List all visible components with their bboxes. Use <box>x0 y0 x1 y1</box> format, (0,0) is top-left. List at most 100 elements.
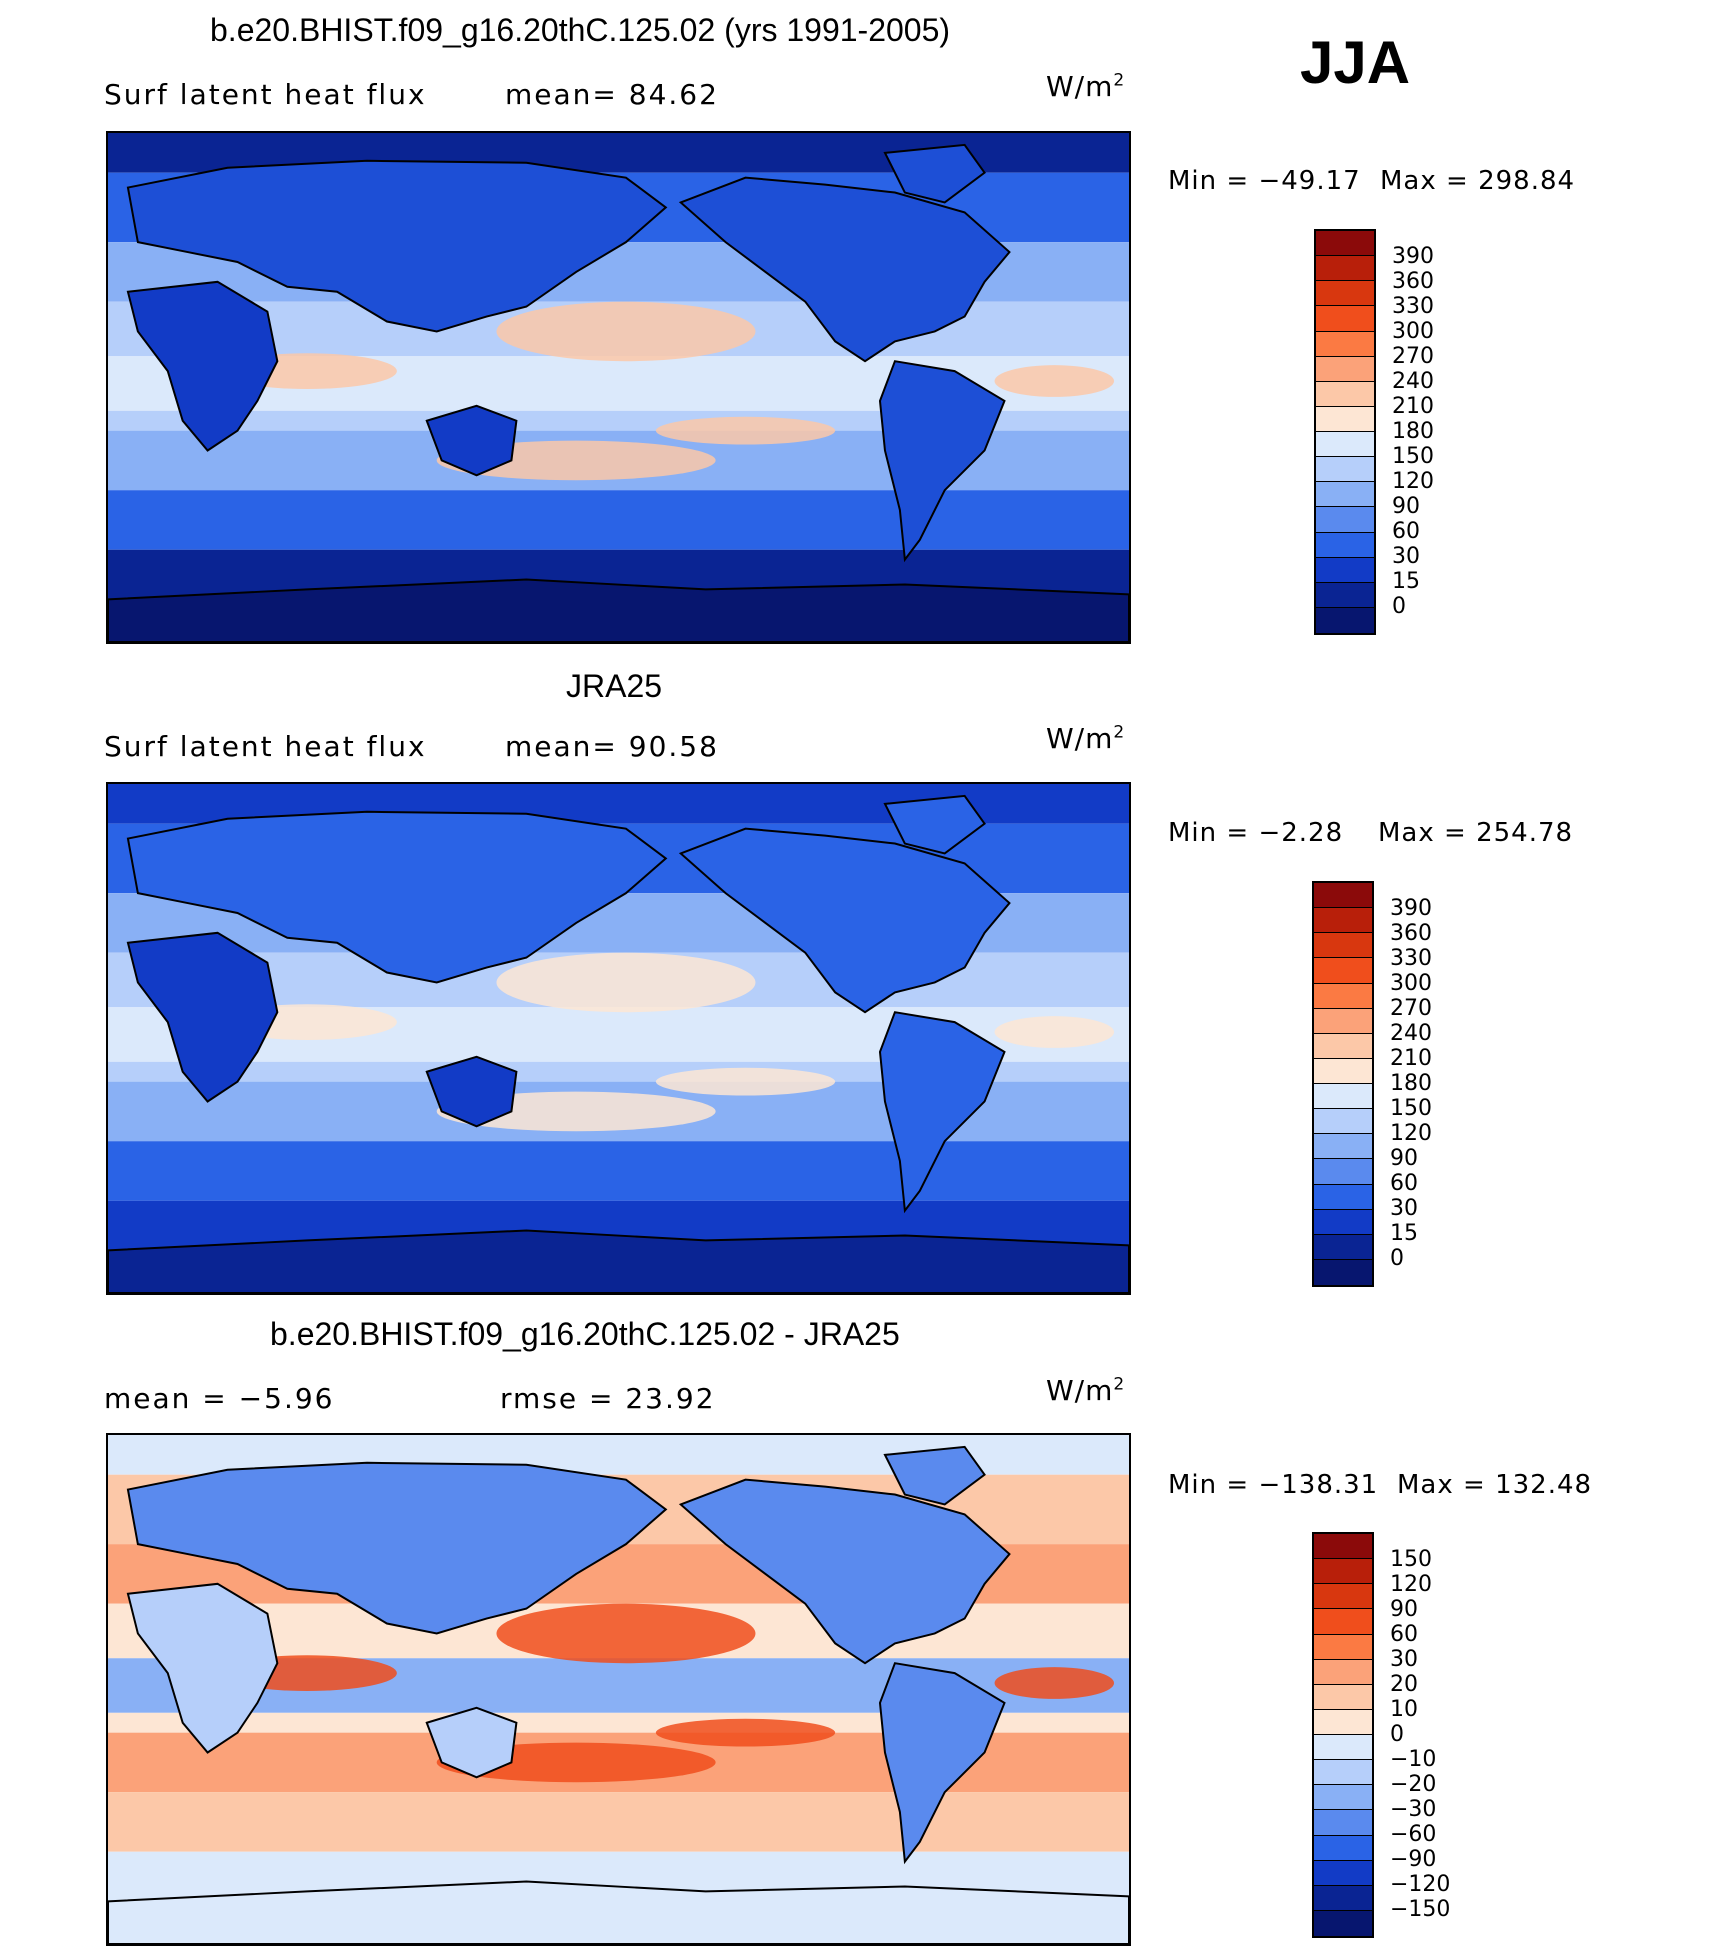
colorbar-swatch <box>1314 1860 1372 1886</box>
field-anomaly <box>496 301 756 362</box>
colorbar-tick-label: 330 <box>1392 294 1434 319</box>
panel-1-colorbar-labels: 390 360 330 300 270 240 210 180 150 120 90 60 30 15 0 <box>1392 244 1434 619</box>
field-anomaly <box>994 1667 1115 1699</box>
field-anomaly <box>994 365 1115 397</box>
colorbar-tick-label: −30 <box>1390 1797 1437 1822</box>
field-band <box>108 1061 1129 1082</box>
field-anomaly <box>994 1016 1115 1048</box>
colorbar-swatch <box>1314 1709 1372 1735</box>
colorbar-tick-label: 60 <box>1390 1622 1418 1647</box>
colorbar-tick-label: 90 <box>1392 494 1420 519</box>
continent-outline <box>126 1461 668 1635</box>
field-anomaly <box>655 416 836 445</box>
colorbar-swatch <box>1314 1008 1372 1034</box>
continent-outline <box>878 360 1006 563</box>
colorbar-tick-label: −20 <box>1390 1772 1437 1797</box>
colorbar-swatch <box>1316 406 1374 432</box>
panel-2-max: Max = 254.78 <box>1378 818 1574 848</box>
colorbar-tick-label: 180 <box>1390 1071 1432 1096</box>
colorbar-tick-label: 0 <box>1390 1246 1404 1271</box>
panel-3-mean: mean = −5.96 <box>104 1382 335 1415</box>
colorbar-swatch <box>1316 607 1374 633</box>
continent-outline <box>108 1880 1129 1944</box>
colorbar-tick-label: 390 <box>1392 244 1434 269</box>
continent-outline <box>678 1478 1011 1665</box>
continent-outline <box>678 827 1011 1014</box>
colorbar-swatch <box>1316 306 1374 332</box>
colorbar-swatch <box>1316 507 1374 533</box>
colorbar-tick-label: 240 <box>1392 369 1434 394</box>
field-band <box>108 490 1129 550</box>
continent-outline <box>425 404 518 477</box>
colorbar-swatch <box>1314 1534 1372 1560</box>
continent-outline <box>883 143 986 204</box>
colorbar-tick-label: 30 <box>1390 1196 1418 1221</box>
colorbar-swatch <box>1314 1810 1372 1836</box>
colorbar-swatch <box>1316 432 1374 458</box>
map-field <box>108 133 1129 642</box>
colorbar-swatch <box>1314 1735 1372 1761</box>
panel-1-map <box>106 131 1131 644</box>
colorbar-tick-label: 360 <box>1392 269 1434 294</box>
panel-1-units: W/m2 <box>1046 70 1126 103</box>
panel-3-min: Min = −138.31 <box>1168 1470 1379 1500</box>
continent-outline <box>126 280 279 452</box>
continent-outline <box>126 159 668 333</box>
colorbar-swatch <box>1314 1684 1372 1710</box>
continent-outline <box>126 931 279 1103</box>
colorbar-swatch <box>1314 1033 1372 1059</box>
colorbar-swatch <box>1314 1259 1372 1285</box>
panel-3-map <box>106 1433 1131 1946</box>
continent-outline <box>425 1055 518 1128</box>
colorbar-tick-label: 150 <box>1390 1096 1432 1121</box>
colorbar-tick-label: 20 <box>1390 1672 1418 1697</box>
colorbar-swatch <box>1316 281 1374 307</box>
panel-3-colorbar-labels: 150 120 90 60 30 20 10 0 −10 −20 −30 −60 −90 −120 −150 <box>1390 1547 1450 1922</box>
panel-1-max: Max = 298.84 <box>1380 166 1576 196</box>
panel-1-variable: Surf latent heat flux <box>104 78 427 111</box>
colorbar-tick-label: 300 <box>1392 319 1434 344</box>
panel-1-min: Min = −49.17 <box>1168 166 1361 196</box>
colorbar-tick-label: 120 <box>1392 469 1434 494</box>
colorbar-swatch <box>1314 1209 1372 1235</box>
colorbar-tick-label: 15 <box>1390 1221 1418 1246</box>
colorbar-swatch <box>1314 1159 1372 1185</box>
colorbar-swatch <box>1316 582 1374 608</box>
colorbar-tick-label: 150 <box>1392 444 1434 469</box>
colorbar-tick-label: 300 <box>1390 971 1432 996</box>
panel-3-max: Max = 132.48 <box>1397 1470 1593 1500</box>
panel-2-title: JRA25 <box>566 668 663 704</box>
continent-outline <box>883 794 986 855</box>
colorbar-tick-label: 390 <box>1390 896 1432 921</box>
panel-3-colorbar <box>1312 1532 1374 1938</box>
panel-2-units: W/m2 <box>1046 722 1126 755</box>
panel-3-title: b.e20.BHIST.f09_g16.20thC.125.02 - JRA25 <box>270 1316 900 1352</box>
panel-2-colorbar-labels: 390 360 330 300 270 240 210 180 150 120 90 60 30 15 0 <box>1390 896 1432 1271</box>
colorbar-tick-label: 180 <box>1392 419 1434 444</box>
colorbar-swatch <box>1314 983 1372 1009</box>
colorbar-tick-label: 210 <box>1392 394 1434 419</box>
colorbar-swatch <box>1314 1785 1372 1811</box>
continent-outline <box>126 1582 279 1754</box>
map-field <box>108 1435 1129 1944</box>
panel-3-rmse: rmse = 23.92 <box>500 1382 716 1415</box>
colorbar-tick-label: −10 <box>1390 1747 1437 1772</box>
colorbar-swatch <box>1314 1184 1372 1210</box>
colorbar-swatch <box>1316 231 1374 257</box>
panel-1-mean: mean= 84.62 <box>505 78 719 111</box>
colorbar-tick-label: 150 <box>1390 1547 1432 1572</box>
colorbar-swatch <box>1314 1910 1372 1936</box>
colorbar-tick-label: 60 <box>1392 519 1420 544</box>
colorbar-swatch <box>1314 1760 1372 1786</box>
panel-2-min: Min = −2.28 <box>1168 818 1344 848</box>
continent-outline <box>883 1445 986 1506</box>
colorbar-tick-label: −120 <box>1390 1872 1451 1897</box>
colorbar-tick-label: 30 <box>1390 1647 1418 1672</box>
colorbar-swatch <box>1314 1634 1372 1660</box>
panel-2-variable: Surf latent heat flux <box>104 730 427 763</box>
colorbar-tick-label: 0 <box>1390 1722 1404 1747</box>
continent-outline <box>108 1229 1129 1293</box>
field-anomaly <box>496 952 756 1013</box>
colorbar-tick-label: 120 <box>1390 1121 1432 1146</box>
colorbar-swatch <box>1314 958 1372 984</box>
